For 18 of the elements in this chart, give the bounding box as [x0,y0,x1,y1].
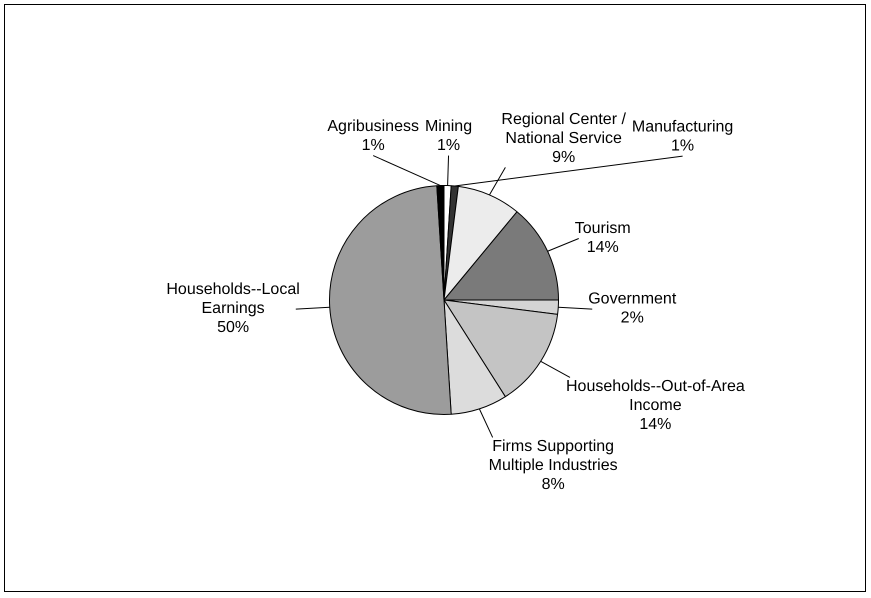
data-label: 8% [542,476,565,493]
data-label: 1% [671,138,694,155]
data-label: 14% [639,416,672,433]
slice-label: Manufacturing [632,118,734,136]
slice-label: Households--Local Earnings [166,280,300,317]
data-label: 1% [362,136,385,154]
slice-label: Regional Center / National Service [501,110,626,147]
slice-label: Government [588,290,677,308]
slice-label: Tourism [574,220,631,237]
data-label: 50% [217,318,250,336]
slice-label: Mining [424,118,472,135]
data-label: 14% [586,238,619,256]
data-label: 9% [552,148,576,166]
slice-label: Agribusiness [327,118,419,135]
slice-label: Firms Supporting Multiple Industries [488,438,618,474]
data-label: 1% [436,136,460,154]
slice-label: Households--Out-of-Area Income [566,378,745,414]
data-label: 2% [620,309,644,326]
